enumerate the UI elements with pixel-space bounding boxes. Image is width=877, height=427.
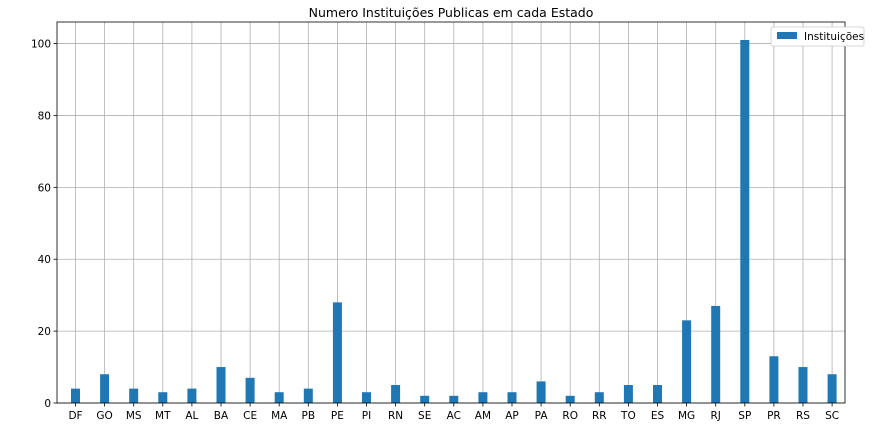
bars bbox=[71, 39, 837, 403]
y-tick-label: 100 bbox=[31, 39, 51, 51]
x-tick-label: RJ bbox=[710, 410, 720, 422]
x-tick-label: RS bbox=[796, 410, 810, 422]
x-tick-label: ES bbox=[651, 410, 665, 422]
x-tick-label: RO bbox=[562, 410, 578, 422]
bar-pa bbox=[536, 381, 546, 403]
bar-ce bbox=[245, 377, 255, 403]
bar-pb bbox=[303, 388, 313, 403]
bar-sp bbox=[740, 39, 750, 403]
bar-mt bbox=[158, 392, 168, 403]
bar-rr bbox=[594, 392, 604, 403]
x-tick-label: MA bbox=[271, 410, 288, 422]
bar-to bbox=[623, 385, 633, 403]
y-tick-label: 20 bbox=[38, 326, 51, 338]
plot-frame bbox=[56, 21, 846, 404]
bar-ap bbox=[507, 392, 517, 403]
bar-al bbox=[187, 388, 197, 403]
x-tick-label: PI bbox=[362, 410, 371, 422]
bar-rj bbox=[711, 305, 721, 403]
x-tick-label: DF bbox=[68, 410, 82, 422]
x-tick-label: PE bbox=[331, 410, 344, 422]
y-tick-label: 0 bbox=[44, 398, 51, 410]
bar-pi bbox=[362, 392, 371, 403]
x-tick-label: AM bbox=[475, 410, 491, 422]
x-tick-label: RR bbox=[592, 410, 607, 422]
bar-mg bbox=[682, 320, 692, 403]
x-tick-label: PA bbox=[535, 410, 549, 422]
bar-pr bbox=[769, 356, 779, 403]
x-tick-label: MS bbox=[126, 410, 142, 422]
x-tick-label: PB bbox=[302, 410, 316, 422]
bar-ro bbox=[565, 395, 575, 403]
bar-es bbox=[653, 385, 662, 403]
grid-lines bbox=[57, 22, 845, 404]
x-tick-label: RN bbox=[388, 410, 403, 422]
bar-ma bbox=[274, 392, 284, 403]
y-tick-label: 40 bbox=[38, 254, 51, 266]
bar-go bbox=[100, 374, 110, 403]
chart-title: Numero Instituições Publicas em cada Est… bbox=[309, 5, 594, 20]
bar-ba bbox=[216, 367, 226, 403]
legend-label: Instituições bbox=[804, 31, 864, 43]
bar-am bbox=[478, 392, 488, 403]
axes: DF GO MS MT AL BA CE MA PB PE PI RN SE AC AM AP PA RO RR TO… bbox=[31, 39, 839, 422]
bar-rs bbox=[798, 367, 808, 403]
legend-swatch bbox=[777, 32, 797, 39]
y-tick-label: 60 bbox=[38, 182, 51, 194]
legend-box bbox=[770, 26, 865, 47]
x-tick-label: AC bbox=[447, 410, 461, 422]
bar-df bbox=[71, 388, 80, 403]
x-tick-label: GO bbox=[96, 410, 112, 422]
x-tick-label: MT bbox=[155, 410, 171, 422]
x-tick-label: TO bbox=[620, 410, 636, 422]
x-tick-label: PR bbox=[767, 410, 781, 422]
x-tick-label: SC bbox=[825, 410, 839, 422]
bar-ms bbox=[129, 388, 139, 403]
x-tick-label: AP bbox=[505, 410, 519, 422]
bar-rn bbox=[391, 385, 401, 403]
bar-pe bbox=[332, 302, 342, 403]
x-tick-label: SP bbox=[738, 410, 751, 422]
x-tick-label: AL bbox=[185, 410, 198, 422]
x-tick-label: SE bbox=[418, 410, 431, 422]
x-tick-label: BA bbox=[214, 410, 229, 422]
x-tick-label: MG bbox=[678, 410, 695, 422]
y-tick-label: 80 bbox=[38, 110, 51, 122]
bar-ac bbox=[449, 395, 459, 403]
bar-sc bbox=[827, 374, 837, 403]
x-tick-label: CE bbox=[243, 410, 257, 422]
bar-se bbox=[420, 395, 430, 403]
legend: Instituições bbox=[770, 26, 865, 47]
